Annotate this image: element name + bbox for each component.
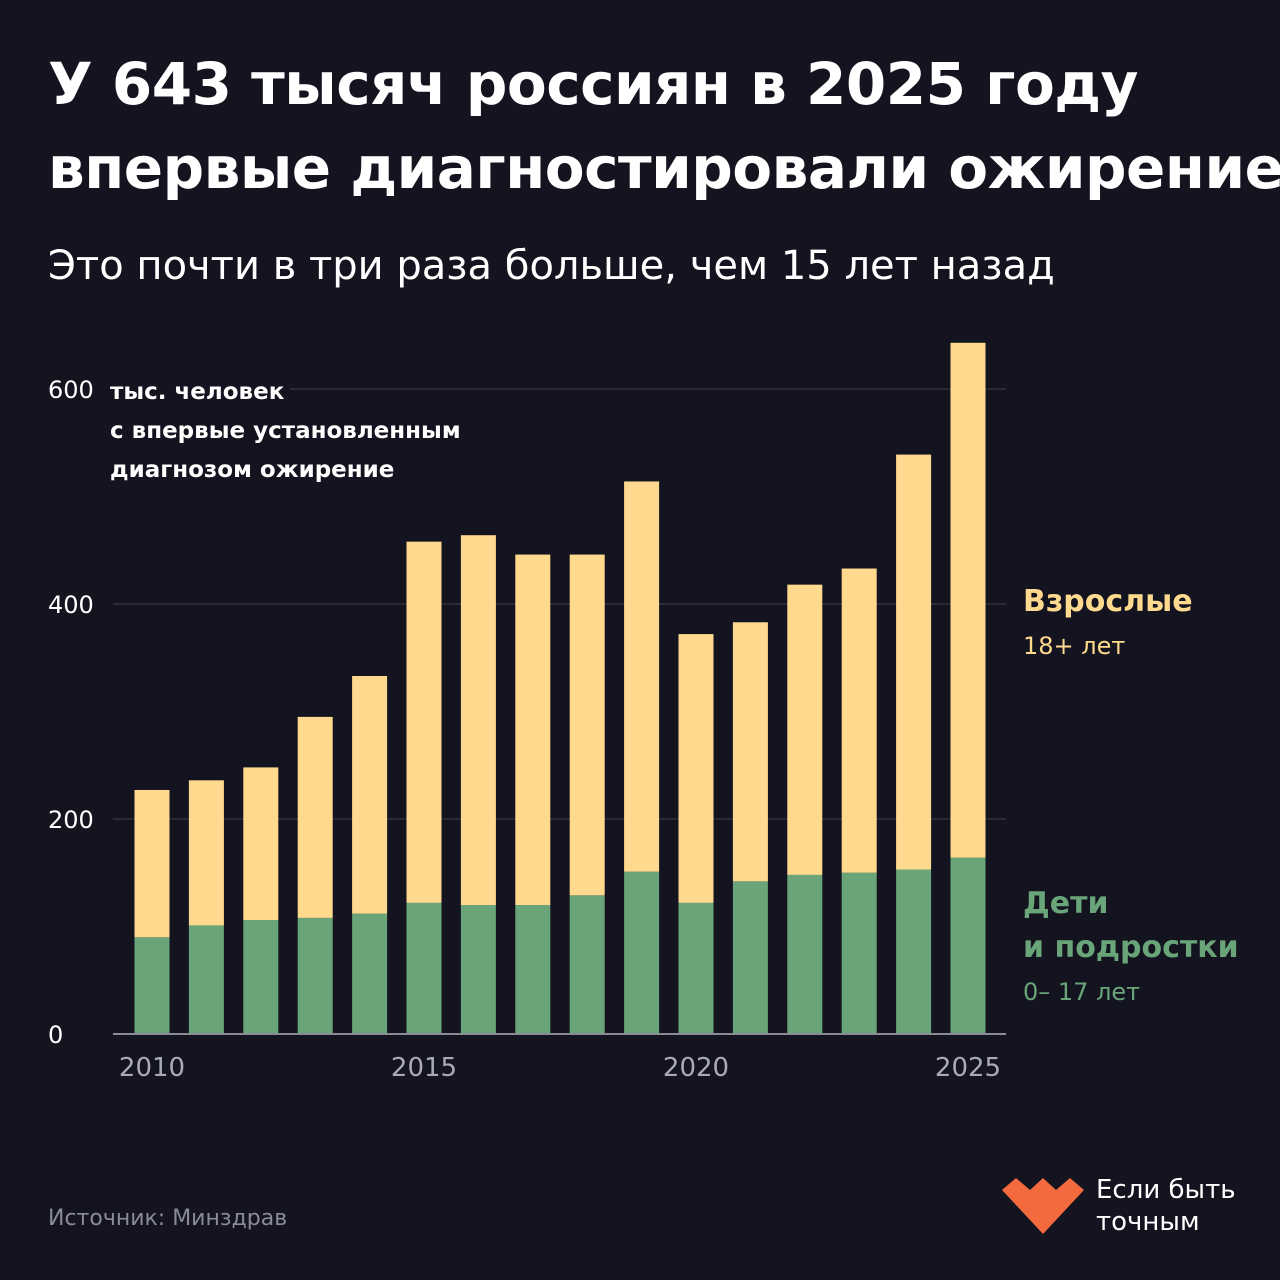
bar-kids-2014 (352, 913, 388, 1034)
x-tick-label-2010: 2010 (119, 1053, 185, 1083)
bar-kids-2012 (243, 920, 279, 1034)
bar-adults-2022 (787, 584, 823, 875)
title-line-2: впервые диагностировали ожирение (48, 134, 1280, 202)
bar-kids-2025 (950, 857, 986, 1034)
bar-adults-2013 (297, 716, 333, 918)
legend-kids-name-line-1: Дети (1023, 886, 1109, 921)
page-title: У 643 тысяч россиян в 2025 году впервые … (48, 42, 1280, 210)
bar-adults-2012 (243, 767, 279, 921)
bar-kids-2022 (787, 874, 823, 1034)
brand[interactable]: Если быть точным (1002, 1172, 1242, 1242)
x-tick-label-2020: 2020 (663, 1053, 729, 1083)
bar-kids-2018 (569, 895, 605, 1034)
bar-adults-2021 (732, 622, 768, 882)
bar-kids-2010 (134, 937, 170, 1034)
brand-name-line-1: Если быть (1096, 1175, 1236, 1205)
bar-kids-2016 (460, 905, 496, 1034)
y-axis-label-line-1: тыс. человек (110, 379, 285, 405)
legend-adults-name: Взрослые (1023, 584, 1193, 619)
y-tick-label-0: 0 (48, 1021, 63, 1049)
bar-adults-2014 (352, 676, 388, 914)
y-tick-label-200: 200 (48, 806, 94, 834)
legend-adults-age: 18+ лет (1023, 632, 1126, 660)
bar-adults-2023 (841, 568, 877, 873)
bar-adults-2015 (406, 541, 442, 903)
bar-kids-2023 (841, 872, 877, 1034)
y-tick-label-600: 600 (48, 376, 94, 404)
subtitle: Это почти в три раза больше, чем 15 лет … (48, 243, 1055, 289)
y-tick-label-400: 400 (48, 591, 94, 619)
brand-name-line-2: точным (1096, 1207, 1200, 1237)
x-tick-label-2015: 2015 (391, 1053, 457, 1083)
y-axis-label-line-2: с впервые установленным (110, 418, 461, 444)
bar-adults-2016 (460, 535, 496, 905)
bar-adults-2020 (678, 634, 714, 903)
legend-adults: Взрослые 18+ лет (1023, 580, 1193, 668)
bar-adults-2017 (515, 554, 551, 905)
source-note: Источник: Минздрав (48, 1206, 288, 1231)
legend-kids: Дети и подростки 0– 17 лет (1023, 882, 1239, 1014)
bar-adults-2025 (950, 342, 986, 858)
bar-kids-2013 (297, 917, 333, 1034)
bar-adults-2011 (188, 780, 224, 926)
bar-adults-2019 (624, 481, 660, 872)
bar-adults-2024 (896, 454, 932, 870)
title-line-1: У 643 тысяч россиян в 2025 году (48, 50, 1138, 118)
legend-kids-age: 0– 17 лет (1023, 978, 1141, 1006)
brand-name: Если быть точным (1096, 1174, 1236, 1238)
bar-adults-2018 (569, 554, 605, 896)
y-axis-label-line-3: диагнозом ожирение (110, 457, 394, 483)
bar-kids-2015 (406, 902, 442, 1034)
bar-kids-2019 (624, 871, 660, 1034)
bar-kids-2011 (188, 925, 224, 1034)
bar-kids-2024 (896, 869, 932, 1034)
x-tick-label-2025: 2025 (935, 1053, 1001, 1083)
bar-kids-2021 (732, 881, 768, 1034)
bar-adults-2010 (134, 789, 170, 938)
bar-kids-2020 (678, 902, 714, 1034)
bar-kids-2017 (515, 905, 551, 1034)
legend-kids-name-line-2: и подростки (1023, 930, 1239, 965)
brand-logo-icon (1002, 1178, 1084, 1234)
